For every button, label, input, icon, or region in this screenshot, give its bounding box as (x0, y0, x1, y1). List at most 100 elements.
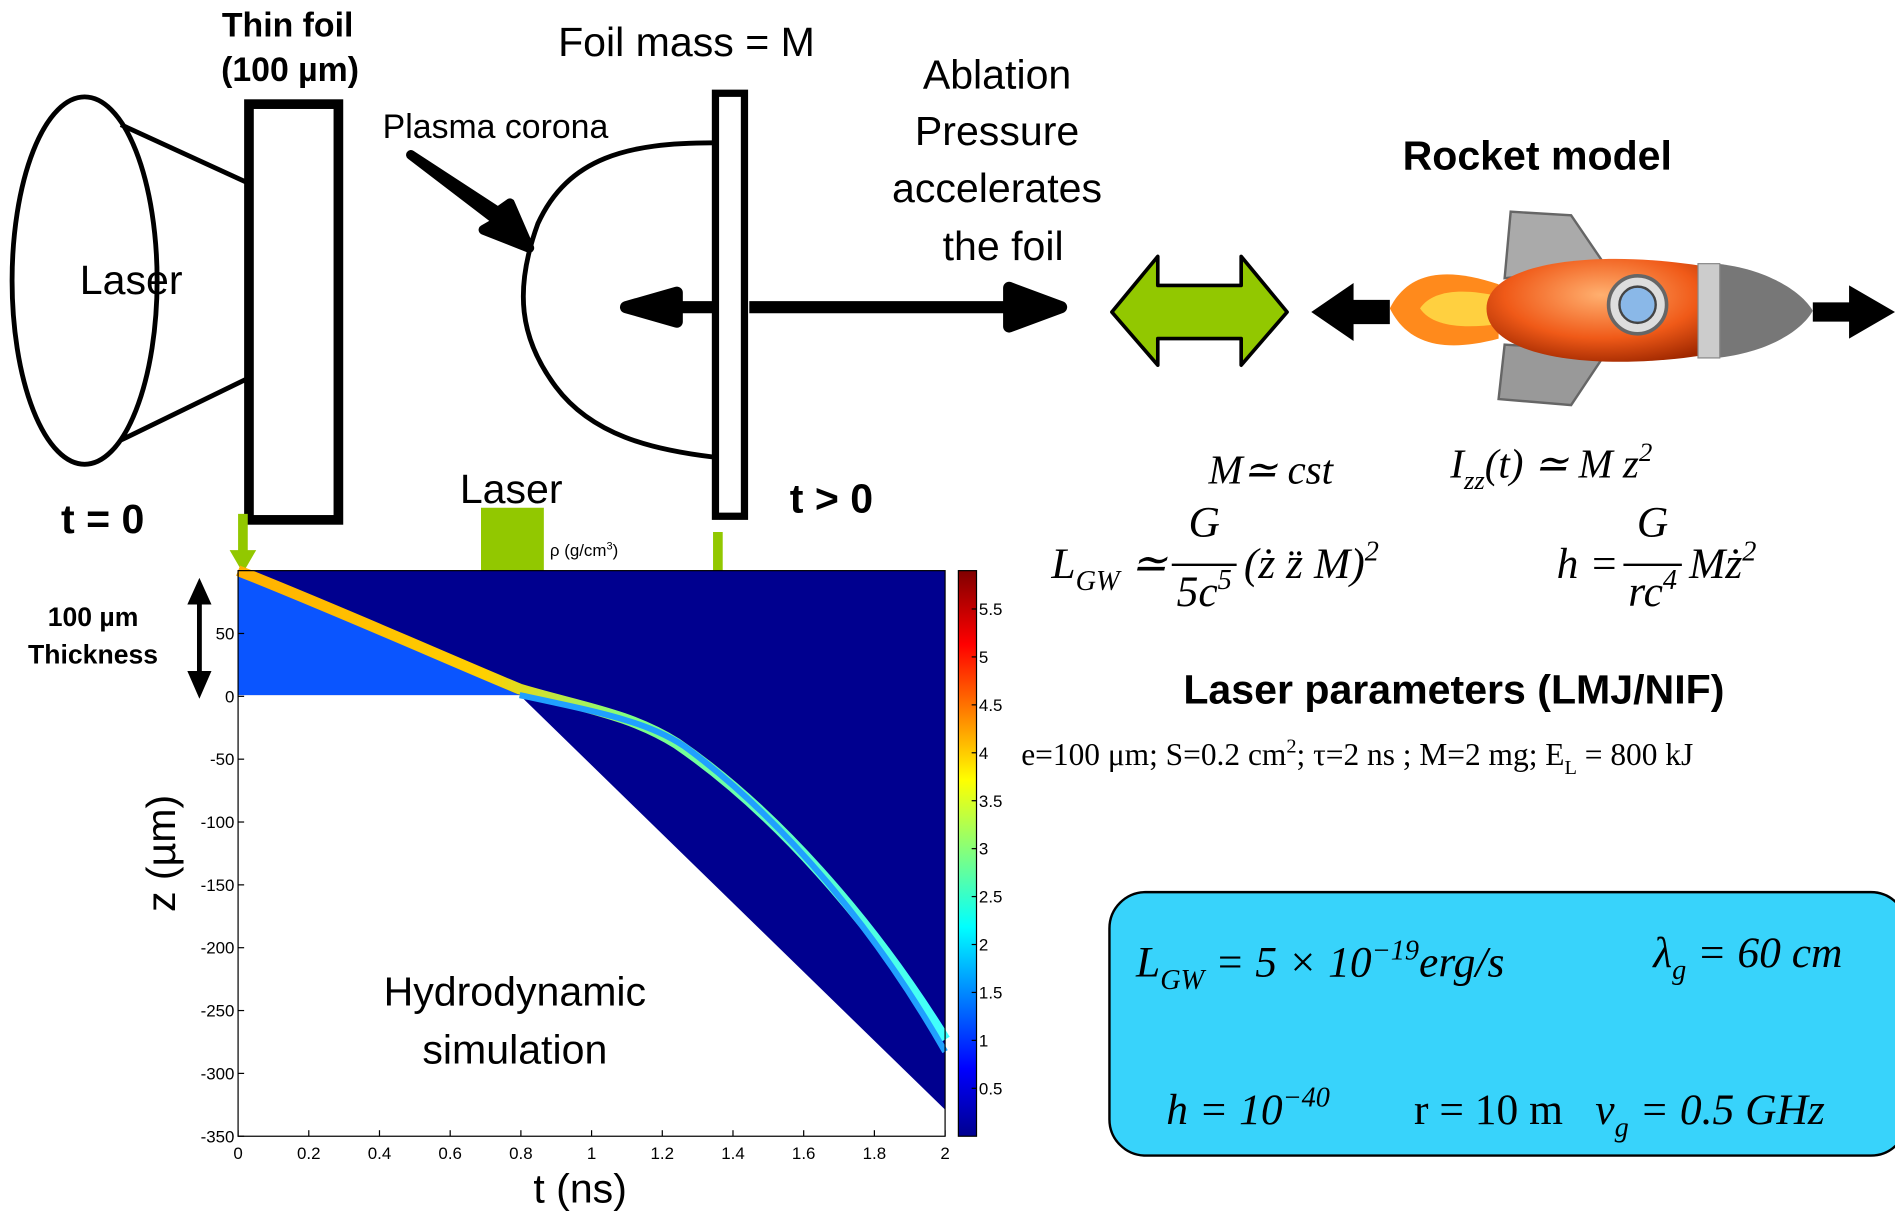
x-tick-label: 1.8 (863, 1144, 887, 1163)
x-tick-label: 2 (940, 1144, 949, 1163)
text-part: g (1672, 955, 1686, 986)
arrow-right (749, 281, 1068, 333)
foil-mass-label: Foil mass = M (558, 19, 815, 65)
colorbar-tick-label: 5 (979, 648, 988, 667)
x-tick-label: 0.2 (297, 1144, 321, 1163)
y-tick-label: -350 (201, 1127, 235, 1146)
colorbar-tick-label: 5.5 (979, 600, 1003, 619)
x-tick-label: 0.6 (438, 1144, 462, 1163)
y-axis-label: z (µm) (138, 795, 184, 912)
x-tick-label: 1 (587, 1144, 596, 1163)
accelerated-foil (711, 89, 749, 520)
text-part: I (1449, 441, 1466, 487)
sim-annotation: Hydrodynamic (384, 969, 647, 1015)
equation-part: rc4 (1628, 565, 1677, 616)
text-part: 4 (1663, 565, 1677, 596)
result-equation: LGW = 5 × 10−19erg/s (1135, 935, 1504, 996)
equivalence-arrow (1110, 254, 1289, 367)
ablation-label: accelerates (892, 165, 1102, 211)
y-tick-label: -200 (201, 939, 235, 958)
text-part: G (1188, 499, 1219, 547)
thickness-arrow (187, 577, 212, 699)
x-tick-label: 0.8 (509, 1144, 533, 1163)
text-part: 5c (1177, 568, 1218, 616)
text-part: ; τ=2 ns ; M=2 mg; E (1297, 737, 1565, 772)
time-label: t > 0 (790, 476, 873, 522)
colorbar-tick-label: 2 (979, 936, 988, 955)
equation-part: Mż2 (1688, 536, 1756, 587)
text-part: GW (1076, 566, 1122, 597)
text-part: λ (1651, 929, 1672, 977)
colorbar-tick-label: 4.5 (979, 696, 1003, 715)
text-part: 2 (1286, 736, 1296, 758)
text-part: zz (1463, 465, 1485, 495)
y-tick-label: -250 (201, 1002, 235, 1021)
text-part: = 5 × 10 (1204, 939, 1372, 987)
parameters-text: e=100 μm; S=0.2 cm2; τ=2 ns ; M=2 mg; EL… (1021, 736, 1693, 779)
thickness-label: 100 µm (48, 602, 139, 632)
y-tick-label: 0 (225, 687, 234, 706)
thickness-label: Thickness (28, 640, 158, 670)
text-part: (t) ≃ M z (1485, 441, 1639, 487)
result-equation: r = 10 m (1414, 1086, 1563, 1134)
equation: M≃ cst (1208, 447, 1335, 493)
text-part: −19 (1372, 935, 1419, 966)
text-part: L (1564, 757, 1576, 779)
sim-annotation: simulation (422, 1027, 607, 1073)
equation-part: (ż z̈ M)2 (1244, 536, 1379, 587)
text-part: −40 (1283, 1083, 1330, 1114)
colorbar-tick-label: 1.5 (979, 983, 1003, 1002)
equation: Izz(t) ≃ M z2 (1449, 437, 1652, 495)
colorbar-tick-label: 3.5 (979, 792, 1003, 811)
text-part: ≃ (1120, 540, 1169, 588)
text-part: = 800 kJ (1577, 737, 1693, 772)
time-label: t = 0 (61, 496, 144, 542)
text-part: G (1637, 499, 1668, 547)
text-part: 3 (606, 540, 612, 552)
equation-part: G (1188, 499, 1219, 547)
x-tick-label: 1.2 (651, 1144, 675, 1163)
rocket (1311, 210, 1895, 407)
text-part: = 60 cm (1686, 929, 1842, 977)
thin-foil-label: Thin foil (222, 6, 354, 44)
ablation-label: the foil (943, 223, 1064, 269)
text-part: e=100 μm; S=0.2 cm (1021, 737, 1286, 772)
results-box (1108, 890, 1895, 1157)
rocket-title: Rocket model (1403, 132, 1672, 178)
parameters-title: Laser parameters (LMJ/NIF) (1183, 667, 1724, 713)
y-tick-label: -150 (201, 876, 235, 895)
text-part: r = 10 m (1414, 1086, 1563, 1134)
text-part: Mż (1688, 540, 1742, 588)
result-equation: h = 10−40 (1166, 1083, 1330, 1134)
arrow-left (619, 286, 714, 328)
colorbar-tick-label: 2.5 (979, 888, 1003, 907)
text-part: 5 (1218, 565, 1232, 596)
colorbar-tick-label: 3 (979, 840, 988, 859)
text-part: = 0.5 GHz (1629, 1086, 1825, 1134)
x-tick-label: 1.6 (792, 1144, 816, 1163)
equation-part: 5c5 (1177, 565, 1232, 616)
text-part: ν (1595, 1086, 1615, 1134)
colorbar-tick-label: 0.5 (979, 1079, 1003, 1098)
text-part: L (1050, 540, 1075, 588)
ablation-label: Pressure (915, 108, 1079, 154)
thin-foil-label: (100 µm) (221, 51, 359, 89)
corona-pointer (406, 150, 535, 253)
text-part: M≃ cst (1208, 447, 1335, 493)
x-tick-label: 0.4 (368, 1144, 392, 1163)
text-part: erg/s (1419, 939, 1504, 987)
x-axis-label: t (ns) (533, 1166, 627, 1212)
y-tick-label: -100 (201, 813, 235, 832)
text-part: h = (1557, 540, 1619, 588)
equation-part: G (1637, 499, 1668, 547)
text-part: L (1135, 939, 1160, 987)
colorbar-tick-label: 1 (979, 1031, 988, 1050)
sim-laser-label: Laser (460, 466, 563, 512)
result-equation: λg = 60 cm (1651, 929, 1842, 986)
text-part: (ż z̈ M) (1244, 540, 1365, 588)
equation-part: LGW ≃ (1050, 540, 1168, 597)
x-tick-label: 1.4 (721, 1144, 745, 1163)
text-part: 2 (1365, 536, 1379, 567)
y-tick-label: -50 (210, 750, 234, 769)
